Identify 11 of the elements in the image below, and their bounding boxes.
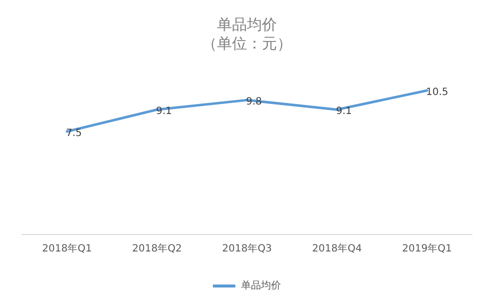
x-tick-label: 2018年Q1 [42, 242, 92, 254]
x-tick-label: 2018年Q4 [312, 242, 362, 254]
x-tick-label: 2018年Q2 [132, 242, 182, 254]
x-tick-label: 2019年Q1 [402, 242, 452, 254]
chart-title: 单品均价 [217, 16, 277, 34]
data-label: 10.5 [426, 87, 448, 98]
x-tick-label: 2018年Q3 [222, 242, 272, 254]
chart-subtitle: （单位：元） [202, 34, 292, 52]
legend-label: 单品均价 [241, 280, 282, 292]
data-label: 9.1 [336, 106, 352, 118]
data-label: 7.5 [66, 128, 82, 139]
